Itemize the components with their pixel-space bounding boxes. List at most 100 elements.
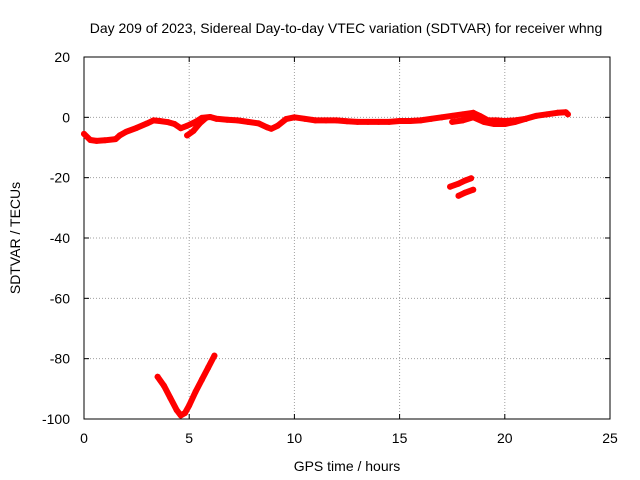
data-point [192,388,199,395]
data-point [133,124,140,131]
x-tick-label: 20 [497,430,513,446]
data-point [470,109,477,116]
data-point [255,120,262,127]
data-point [455,180,462,187]
data-point [354,118,361,125]
data-point [468,175,475,182]
data-point [365,118,372,125]
x-tick-label: 25 [602,430,618,446]
data-point [102,137,109,144]
data-point [522,115,529,122]
series-drop-at-5h [184,114,210,139]
data-point [480,118,487,125]
data-point [470,186,477,193]
y-tick-label: -100 [42,411,70,427]
data-point [291,114,298,121]
data-point [186,402,193,409]
data-point [282,116,289,123]
y-tick-labels: 20 0 -20 -40 -60 -80 -100 [42,49,70,427]
data-point [198,376,205,383]
data-point [564,111,571,118]
data-point [234,117,241,124]
data-point [512,118,519,125]
series-secondary [449,114,529,127]
data-point [470,114,477,121]
data-point [93,137,100,144]
data-point [224,116,231,123]
data-point [459,117,466,124]
grid-lines [84,57,610,419]
data-point [459,111,466,118]
data-point [491,120,498,127]
data-point [196,120,203,127]
data-point [144,120,151,127]
data-point [461,177,468,184]
x-tick-label: 15 [392,430,408,446]
x-tick-label: 0 [80,430,88,446]
y-tick-label: 20 [54,49,70,65]
data-point [211,352,218,359]
data-point [428,115,435,122]
data-point [87,136,94,143]
data-point [184,122,191,129]
data-point [386,118,393,125]
series-fragment-1 [447,175,475,190]
data-point [205,364,212,371]
data-point [167,394,174,401]
data-point [501,120,508,127]
data-point [396,117,403,124]
axis-ticks [83,56,611,420]
data-point [543,111,550,118]
data-point [375,118,382,125]
data-point [213,115,220,122]
x-tick-labels: 0 5 10 15 20 25 [80,430,618,446]
data-point [312,117,319,124]
data-point [156,117,163,124]
data-point [455,192,462,199]
data-point [449,118,456,125]
data-point [274,122,281,129]
data-point [177,125,184,132]
data-point [417,117,424,124]
series-layer [81,109,571,419]
data-point [438,114,445,121]
data-point [407,117,414,124]
x-tick-label: 10 [287,430,303,446]
chart-title: Day 209 of 2023, Sidereal Day-to-day VTE… [90,20,603,36]
series-v-dip [154,352,218,419]
data-point [333,117,340,124]
y-tick-label: 0 [62,109,70,125]
data-point [344,118,350,125]
data-point [322,117,329,124]
data-point [554,109,561,116]
y-tick-label: -80 [50,351,70,367]
data-point [150,117,157,124]
x-tick-label: 5 [185,430,193,446]
series-fragment-2 [455,186,477,199]
data-point [112,136,119,143]
y-tick-label: -60 [50,290,70,306]
data-point [154,373,161,380]
data-point [533,112,540,119]
data-point [190,127,197,134]
y-axis-label: SDTVAR / TECUs [7,182,23,294]
data-point [173,406,180,413]
series-line [447,175,475,190]
data-point [268,125,275,132]
data-point [165,119,172,126]
data-point [301,115,308,122]
data-point [116,132,123,139]
data-point [160,382,167,389]
y-tick-label: -40 [50,230,70,246]
data-point [449,112,456,119]
data-point [447,183,454,190]
data-point [184,132,191,139]
data-point [461,189,468,196]
data-point [123,128,130,135]
x-axis-label: GPS time / hours [294,458,401,474]
data-point [181,409,188,416]
data-point [171,120,178,127]
y-tick-label: -20 [50,170,70,186]
series-line [184,114,209,139]
